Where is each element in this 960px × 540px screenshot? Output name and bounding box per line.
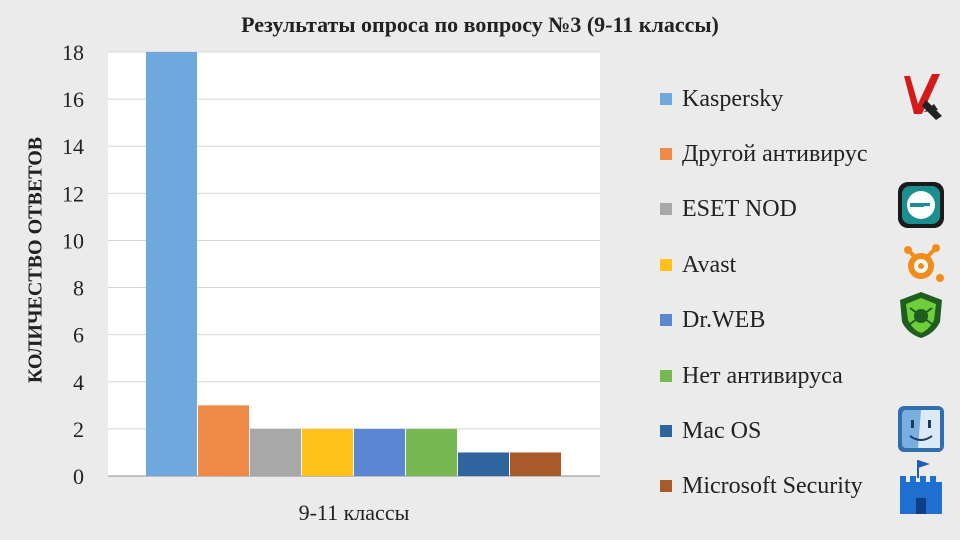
legend-item-eset: ESET NOD [660, 194, 797, 224]
y-tick-label-0: 0 [73, 464, 84, 489]
bar-dr-web [354, 428, 405, 476]
legend-swatch-microsoft-security [660, 480, 672, 492]
y-tick-label-4: 4 [73, 370, 84, 395]
kaspersky-logo-icon [904, 74, 942, 120]
y-tick-label-18: 18 [62, 40, 84, 65]
microsoft-security-castle-logo-icon [900, 460, 942, 514]
legend-label-eset: ESET NOD [682, 195, 797, 222]
y-tick-label-12: 12 [62, 181, 84, 206]
legend-label-microsoft-security: Microsoft Security [682, 472, 863, 499]
y-tick-label-8: 8 [73, 276, 84, 301]
legend-item-other-antivirus: Другой антивирус [660, 139, 867, 169]
bar-microsoft-security [510, 452, 561, 476]
legend-label-drweb: Dr.WEB [682, 306, 766, 333]
legend-swatch-eset [660, 203, 672, 215]
avast-logo-icon [904, 244, 944, 282]
legend-item-microsoft-security: Microsoft Security [660, 471, 863, 501]
legend-swatch-avast [660, 259, 672, 271]
chart-title: Результаты опроса по вопросу №3 (9-11 кл… [241, 12, 719, 37]
legend-item-drweb: Dr.WEB [660, 305, 765, 335]
y-tick-label-6: 6 [73, 323, 84, 348]
bar-mac-os [458, 452, 509, 476]
legend-label-kaspersky: Kaspersky [682, 85, 784, 112]
legend-item-avast: Avast [660, 250, 736, 280]
legend-item-no-antivirus: Нет антивируса [660, 361, 843, 391]
eset-logo-icon [898, 182, 944, 228]
legend-swatch-drweb [660, 314, 672, 326]
y-tick-label-10: 10 [62, 228, 84, 253]
legend-swatch-other-antivirus [660, 148, 672, 160]
bar-другой-антивирус [198, 405, 249, 476]
legend-item-macos: Mac OS [660, 416, 761, 446]
legend-swatch-macos [660, 425, 672, 437]
y-tick-label-16: 16 [62, 87, 84, 112]
bar-avast [302, 428, 353, 476]
legend-label-other-antivirus: Другой антивирус [682, 140, 868, 167]
x-tick-label: 9-11 классы [299, 500, 410, 525]
legend-label-no-antivirus: Нет антивируса [682, 362, 843, 389]
drweb-logo-icon [900, 292, 942, 338]
bar-eset-nod [250, 428, 301, 476]
y-tick-label-2: 2 [73, 417, 84, 442]
legend-swatch-no-antivirus [660, 370, 672, 382]
macos-finder-logo-icon [898, 406, 944, 452]
legend-item-kaspersky: Kaspersky [660, 84, 783, 114]
legend-label-avast: Avast [682, 251, 737, 278]
legend-swatch-kaspersky [660, 93, 672, 105]
bar-нет-антивируса [406, 428, 457, 476]
bar-kaspersky [146, 52, 197, 476]
y-tick-label-14: 14 [62, 134, 84, 159]
legend-label-macos: Mac OS [682, 417, 762, 444]
